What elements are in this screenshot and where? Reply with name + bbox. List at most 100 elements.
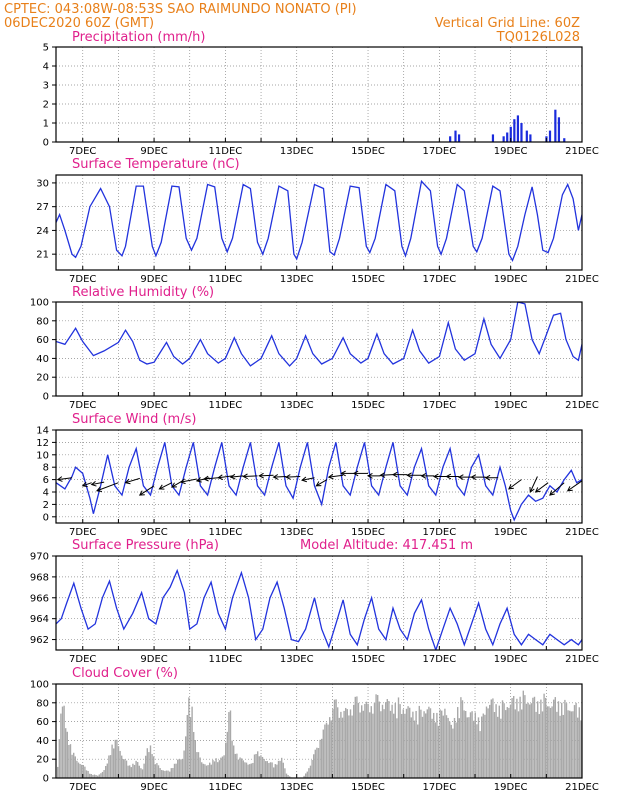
plot-area xyxy=(56,568,582,650)
wind-arrow-shaft xyxy=(159,482,173,490)
y-tick-label: 20 xyxy=(36,755,49,766)
cloud-bar xyxy=(341,717,344,778)
cloud-bar xyxy=(122,759,124,778)
cloud-bar xyxy=(185,736,187,778)
panel-cloud: 0 20 40 60 80 100 7DEC 9DEC 11DEC 13DEC 15DEC 17DEC… xyxy=(30,666,599,793)
y-tick-label: 0 xyxy=(43,512,49,523)
x-tick-label: 9DEC xyxy=(140,782,167,793)
cloud-bar xyxy=(274,764,276,778)
cloud-bar xyxy=(322,729,324,778)
y-tick-label: 2 xyxy=(43,500,49,511)
wind-arrow xyxy=(534,482,549,493)
cloud-bar xyxy=(71,754,73,778)
precip-bar xyxy=(457,134,461,142)
cloud-bar xyxy=(479,731,481,778)
cloud-bar xyxy=(173,763,176,778)
wind-arrow xyxy=(484,474,499,481)
cloud-bar xyxy=(485,706,488,778)
cloud-bar xyxy=(202,763,204,778)
y-tick-label: 3 xyxy=(43,81,49,92)
x-tick-label: 13DEC xyxy=(280,400,314,411)
y-tick-label: 4 xyxy=(43,488,49,499)
cloud-bar xyxy=(453,717,456,778)
cloud-bar xyxy=(378,701,380,778)
cloud-bar xyxy=(148,752,150,778)
cloud-bar xyxy=(141,769,144,778)
cloud-bar xyxy=(316,747,318,778)
pressure-series-line xyxy=(56,568,582,650)
cloud-bar xyxy=(340,711,342,778)
x-tick-label: 21DEC xyxy=(565,782,599,793)
cloud-bar xyxy=(421,716,424,778)
wind-arrow-shaft xyxy=(529,476,538,493)
cloud-bar xyxy=(565,703,568,778)
wind-arrow xyxy=(158,482,173,490)
wind-arrow-head xyxy=(457,474,464,480)
wind-arrow-head xyxy=(529,486,535,493)
cloud-bar xyxy=(474,712,476,778)
cloud-bar xyxy=(153,756,155,778)
y-tick-label: 40 xyxy=(36,736,49,747)
cloud-bar xyxy=(345,707,347,778)
cloud-bar xyxy=(383,709,385,778)
wind-arrow-head xyxy=(90,480,97,487)
plot-area xyxy=(56,302,582,367)
cloud-bar xyxy=(338,717,340,778)
panel-frame xyxy=(55,174,583,271)
cloud-bar xyxy=(106,763,108,778)
wind-arrow xyxy=(272,474,287,480)
x-tick-label: 21DEC xyxy=(565,654,599,665)
cloud-bar xyxy=(535,711,537,778)
y-tick-label: 962 xyxy=(30,635,49,646)
cloud-bar xyxy=(573,705,576,778)
wind-arrow xyxy=(96,482,119,492)
cloud-bar xyxy=(473,720,475,778)
cloud-bar xyxy=(418,705,420,778)
cloud-bar xyxy=(391,704,393,778)
x-tick-label: 7DEC xyxy=(69,654,96,665)
y-tick-label: 1 xyxy=(43,119,49,130)
cloud-bar xyxy=(321,738,323,778)
panel-rh: 0 20 40 60 80 100 7DEC 9DEC 11DEC 13DEC 15DEC 17DEC… xyxy=(30,285,599,411)
cloud-bar xyxy=(234,753,236,778)
pressure-title: Surface Pressure (hPa) xyxy=(72,538,219,553)
cloud-bar xyxy=(241,758,243,778)
cloud-bar xyxy=(501,700,504,778)
y-tick-label: 970 xyxy=(30,552,49,563)
wind-arrow-head xyxy=(124,478,131,485)
cloud-bar xyxy=(178,758,180,778)
cloud-bar xyxy=(425,713,427,778)
cloud-bar xyxy=(489,704,491,778)
cloud-bar xyxy=(209,762,211,778)
cloud-bar xyxy=(409,707,411,778)
cloud-bar xyxy=(567,710,569,778)
cloud-bar xyxy=(437,725,440,778)
y-tick-label: 100 xyxy=(30,680,49,691)
cloud-bar xyxy=(266,761,268,778)
cloud-bar xyxy=(335,699,337,778)
cloud-bar xyxy=(165,770,168,778)
y-tick-label: 21 xyxy=(36,250,49,261)
cloud-bar xyxy=(457,707,459,778)
wind-arrow-shaft xyxy=(230,475,244,478)
plot-area xyxy=(56,442,582,522)
cloud-bar xyxy=(63,705,65,778)
cloud-bar xyxy=(97,775,99,778)
cloud-bar xyxy=(143,763,145,778)
cloud-bar xyxy=(205,765,208,778)
wind-arrow xyxy=(124,477,140,485)
cloud-bar xyxy=(98,774,100,778)
x-tick-label: 13DEC xyxy=(280,527,314,538)
cloud-bar xyxy=(183,750,185,778)
cloud-bar xyxy=(196,752,198,778)
cloud-bar xyxy=(210,764,212,778)
cloud-bar xyxy=(308,768,310,778)
x-tick-label: 17DEC xyxy=(422,782,456,793)
cloud-bar xyxy=(377,695,379,778)
x-tick-label: 19DEC xyxy=(494,654,528,665)
cloud-bar xyxy=(317,748,320,778)
cloud-bar xyxy=(125,760,128,778)
wind-arrow xyxy=(420,473,435,479)
cloud-bar xyxy=(572,711,574,778)
wind-arrow-head xyxy=(391,471,398,478)
